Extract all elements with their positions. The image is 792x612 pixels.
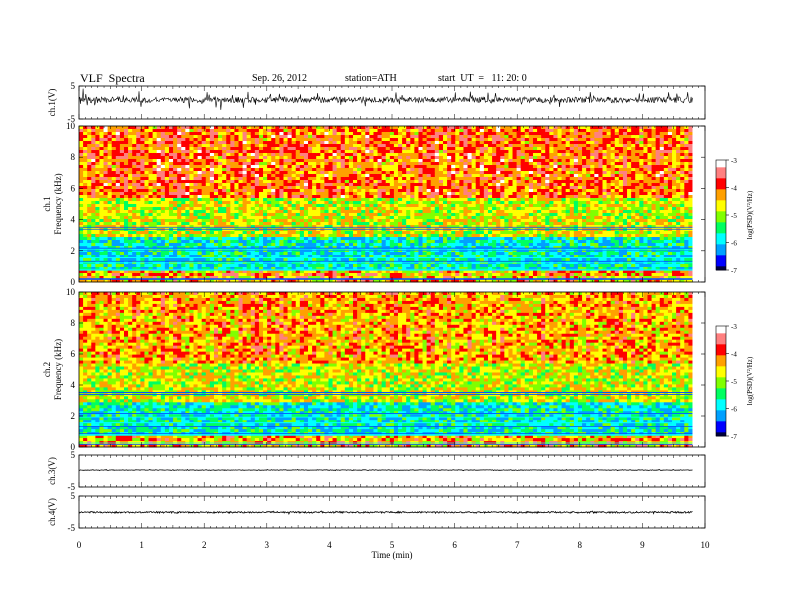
y-tick-label: 4 xyxy=(71,380,76,390)
y-tick-label: 10 xyxy=(66,287,76,297)
y-tick-label: 8 xyxy=(71,152,76,162)
y-axis-label: ch.1(V) xyxy=(47,89,57,117)
colorbar-tick-label: -6 xyxy=(731,240,737,248)
colorbar-tick-label: -7 xyxy=(731,433,737,441)
y-tick-label: 0 xyxy=(71,277,76,287)
y-tick-label: 8 xyxy=(71,318,76,328)
y-tick-label: 6 xyxy=(71,349,76,359)
x-axis-label: Time (min) xyxy=(372,550,413,560)
y-axis-label: Frequency (kHz) xyxy=(53,173,63,234)
y-tick-label: 5 xyxy=(71,450,76,460)
x-tick-label: 8 xyxy=(578,540,583,550)
date-label: Sep. 26, 2012 xyxy=(252,73,307,84)
x-tick-label: 2 xyxy=(202,540,207,550)
waveform-ch.4(V) xyxy=(78,510,693,515)
x-tick-label: 9 xyxy=(640,540,645,550)
colorbar-tick-label: -6 xyxy=(731,406,737,414)
colorbar-label: log(PSD)(V²/Hz) xyxy=(746,356,754,405)
colorbar-tick-label: -3 xyxy=(731,157,737,165)
colorbar-tick-label: -5 xyxy=(731,378,737,386)
x-tick-label: 4 xyxy=(327,540,332,550)
y-axis-channel-label: ch.1 xyxy=(42,196,52,211)
waveform-ch.1(V) xyxy=(78,88,693,110)
y-tick-label: 2 xyxy=(71,246,76,256)
y-tick-label: 2 xyxy=(71,411,76,421)
x-tick-label: 7 xyxy=(515,540,520,550)
x-tick-label: 5 xyxy=(390,540,395,550)
colorbar-tick-label: -4 xyxy=(731,185,737,193)
spectrogram-ch1 xyxy=(79,126,693,283)
x-tick-label: 3 xyxy=(265,540,270,550)
station-label: station=ATH xyxy=(345,73,397,84)
y-axis-label: ch.3(V) xyxy=(47,457,57,485)
y-axis-channel-label: ch.2 xyxy=(42,362,52,377)
y-axis-label: Frequency (kHz) xyxy=(53,339,63,400)
y-tick-label: -5 xyxy=(68,114,76,124)
y-tick-label: -5 xyxy=(68,523,76,533)
colorbar-tick-label: -7 xyxy=(731,267,737,275)
x-tick-label: 1 xyxy=(139,540,144,550)
y-tick-label: 5 xyxy=(71,491,76,501)
waveform-ch.3(V) xyxy=(78,468,693,472)
spectrogram-blank-ch2 xyxy=(692,292,705,447)
y-tick-label: 10 xyxy=(66,121,76,131)
colorbar-tick-label: -3 xyxy=(731,323,737,331)
start-ut-label: start UT = 11: 20: 0 xyxy=(438,73,527,84)
colorbar-ch2 xyxy=(716,326,726,437)
x-tick-label: 10 xyxy=(701,540,711,550)
spectrogram-ch2 xyxy=(79,292,693,448)
y-tick-label: 4 xyxy=(71,215,76,225)
y-tick-label: 0 xyxy=(71,442,76,452)
colorbar-tick-label: -5 xyxy=(731,212,737,220)
colorbar-ch1 xyxy=(716,160,726,271)
x-tick-label: 0 xyxy=(77,540,82,550)
colorbar-tick-label: -4 xyxy=(731,351,737,359)
y-tick-label: 6 xyxy=(71,183,76,193)
y-axis-label: ch.4(V) xyxy=(47,498,57,526)
y-tick-label: -5 xyxy=(68,482,76,492)
spectrogram-blank-ch1 xyxy=(692,126,705,282)
y-tick-label: 5 xyxy=(71,81,76,91)
colorbar-label: log(PSD)(V²/Hz) xyxy=(746,190,754,239)
chart-title: VLF Spectra xyxy=(80,71,145,85)
x-tick-label: 6 xyxy=(452,540,457,550)
